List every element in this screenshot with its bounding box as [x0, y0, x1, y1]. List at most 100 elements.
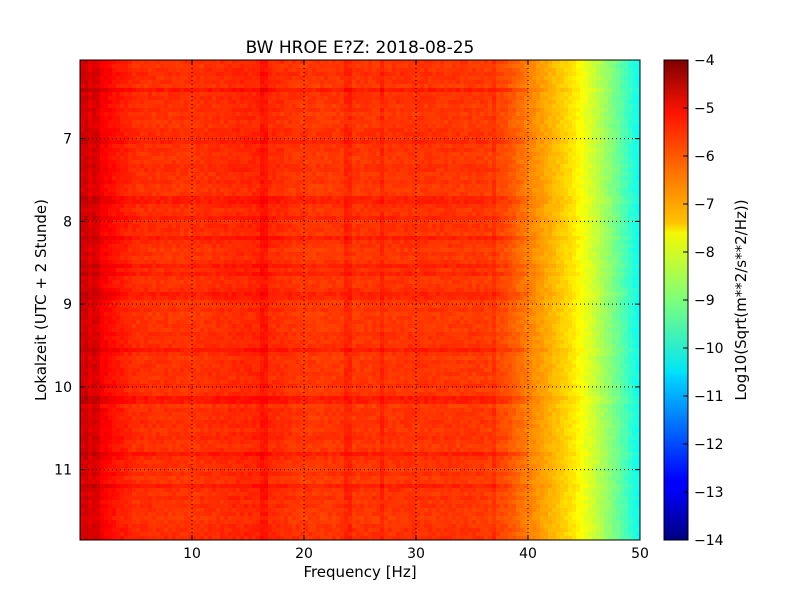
heatmap-cell — [180, 84, 185, 89]
heatmap-cell — [420, 104, 425, 109]
heatmap-cell — [632, 172, 637, 177]
heatmap-cell — [292, 152, 297, 157]
heatmap-cell — [628, 168, 633, 173]
heatmap-cell — [132, 140, 137, 145]
heatmap-cell — [628, 84, 633, 89]
heatmap-cell — [432, 140, 437, 145]
heatmap-cell — [256, 68, 261, 73]
heatmap-cell — [300, 100, 305, 105]
heatmap-cell — [152, 104, 157, 109]
heatmap-cell — [296, 156, 301, 161]
heatmap-cell — [516, 92, 521, 97]
heatmap-cell — [284, 104, 289, 109]
heatmap-cell — [88, 136, 93, 141]
heatmap-cell — [420, 168, 425, 173]
heatmap-cell — [516, 180, 521, 185]
heatmap-cell — [320, 132, 325, 137]
heatmap-cell — [612, 60, 617, 65]
heatmap-cell — [496, 60, 501, 65]
heatmap-cell — [228, 120, 233, 125]
heatmap-cell — [184, 148, 189, 153]
heatmap-cell — [600, 148, 605, 153]
heatmap-cell — [472, 72, 477, 77]
heatmap-cell — [460, 76, 465, 81]
heatmap-cell — [132, 112, 137, 117]
heatmap-cell — [296, 200, 301, 205]
heatmap-cell — [312, 176, 317, 181]
heatmap-cell — [192, 148, 197, 153]
heatmap-cell — [604, 144, 609, 149]
heatmap-cell — [352, 120, 357, 125]
heatmap-cell — [260, 136, 265, 141]
heatmap-cell — [516, 120, 521, 125]
heatmap-cell — [220, 128, 225, 133]
heatmap-cell — [132, 168, 137, 173]
heatmap-cell — [120, 72, 125, 77]
heatmap-cell — [220, 88, 225, 93]
heatmap-cell — [268, 120, 273, 125]
heatmap-cell — [204, 132, 209, 137]
heatmap-cell — [612, 112, 617, 117]
heatmap-cell — [300, 160, 305, 165]
heatmap-cell — [428, 156, 433, 161]
heatmap-cell — [376, 80, 381, 85]
heatmap-cell — [608, 116, 613, 121]
heatmap-cell — [312, 144, 317, 149]
heatmap-cell — [520, 108, 525, 113]
heatmap-cell — [252, 168, 257, 173]
heatmap-cell — [472, 128, 477, 133]
heatmap-cell — [304, 120, 309, 125]
heatmap-cell — [440, 96, 445, 101]
heatmap-cell — [364, 164, 369, 169]
heatmap-cell — [564, 148, 569, 153]
heatmap-cell — [220, 180, 225, 185]
heatmap-cell — [372, 148, 377, 153]
heatmap-cell — [628, 104, 633, 109]
heatmap-cell — [268, 168, 273, 173]
heatmap-cell — [232, 144, 237, 149]
heatmap-cell — [104, 184, 109, 189]
heatmap-cell — [588, 76, 593, 81]
heatmap-cell — [120, 60, 125, 65]
heatmap-cell — [324, 164, 329, 169]
heatmap-cell — [212, 168, 217, 173]
heatmap-cell — [240, 152, 245, 157]
heatmap-cell — [436, 132, 441, 137]
heatmap-cell — [104, 200, 109, 205]
heatmap-cell — [136, 76, 141, 81]
heatmap-cell — [92, 112, 97, 117]
heatmap-cell — [548, 148, 553, 153]
heatmap-cell — [196, 64, 201, 69]
heatmap-cell — [116, 148, 121, 153]
heatmap-cell — [464, 60, 469, 65]
heatmap-cell — [128, 124, 133, 129]
heatmap-cell — [428, 164, 433, 169]
heatmap-cell — [248, 132, 253, 137]
heatmap-cell — [336, 60, 341, 65]
heatmap-cell — [488, 80, 493, 85]
heatmap-cell — [612, 96, 617, 101]
heatmap-cell — [128, 148, 133, 153]
heatmap-cell — [216, 148, 221, 153]
heatmap-cell — [280, 132, 285, 137]
heatmap-cell — [320, 124, 325, 129]
heatmap-cell — [272, 140, 277, 145]
heatmap-cell — [392, 92, 397, 97]
heatmap-cell — [412, 160, 417, 165]
heatmap-cell — [220, 160, 225, 165]
heatmap-cell — [500, 132, 505, 137]
heatmap-cell — [476, 108, 481, 113]
heatmap-cell — [156, 80, 161, 85]
heatmap-cell — [248, 148, 253, 153]
heatmap-cell — [568, 192, 573, 197]
heatmap-cell — [572, 80, 577, 85]
heatmap-cell — [180, 128, 185, 133]
heatmap-cell — [200, 68, 205, 73]
heatmap-cell — [436, 88, 441, 93]
heatmap-cell — [512, 140, 517, 145]
heatmap-cell — [176, 200, 181, 205]
heatmap-cell — [176, 172, 181, 177]
heatmap-cell — [240, 148, 245, 153]
heatmap-cell — [348, 200, 353, 205]
heatmap-cell — [600, 96, 605, 101]
